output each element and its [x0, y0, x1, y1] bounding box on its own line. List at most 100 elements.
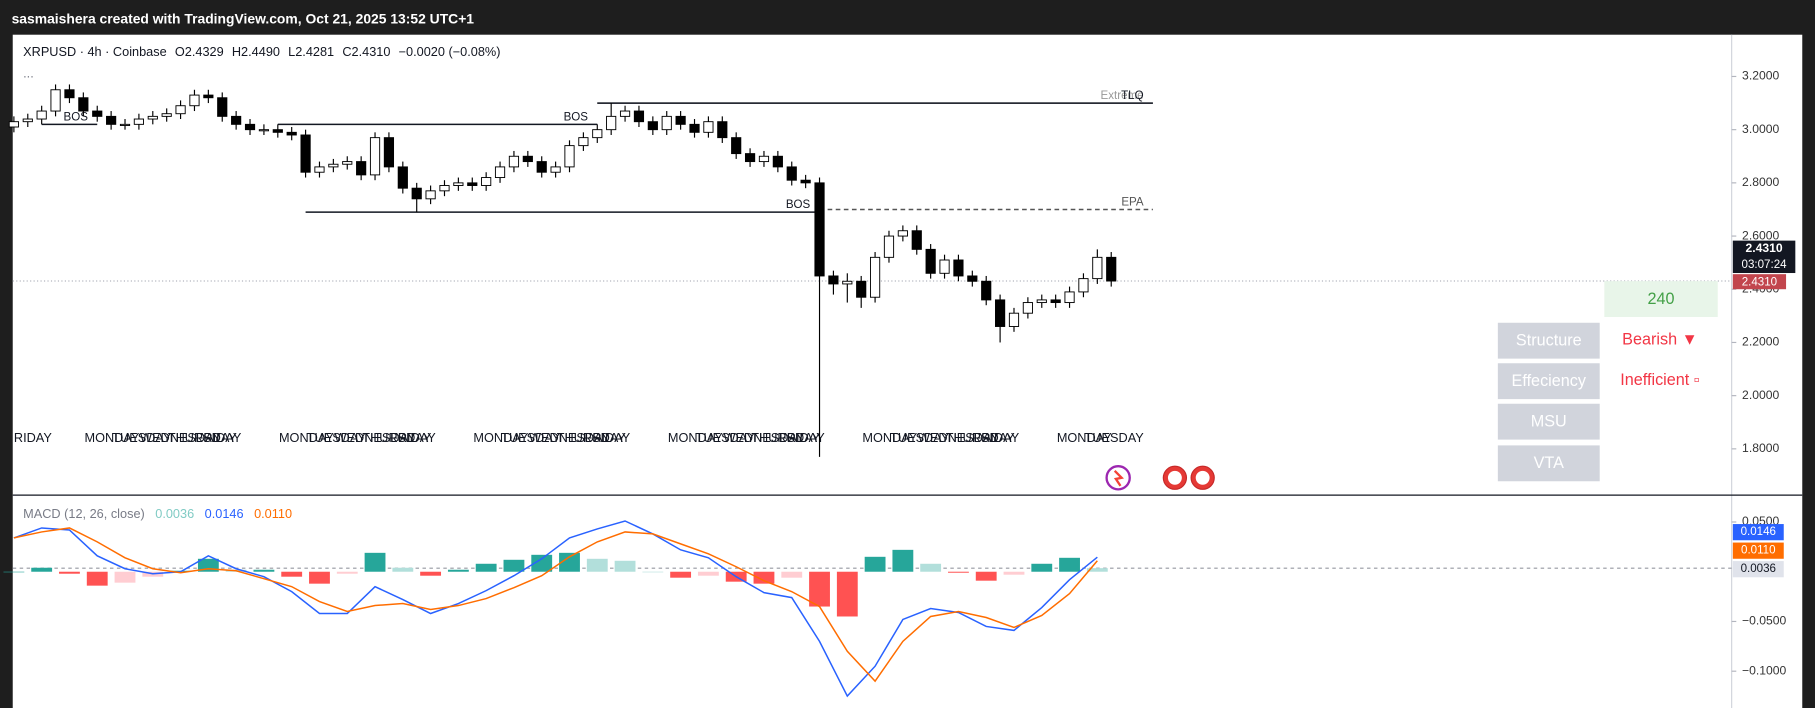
macd-line: [13, 520, 1098, 698]
candle-body: [244, 123, 256, 131]
hist-bar: [3, 571, 25, 573]
flag-icon-inner: [1167, 470, 1182, 485]
candle-body: [286, 131, 297, 136]
y-tick-label: 3.2000: [1742, 69, 1779, 83]
x-tick-label: THURSDAY: [946, 430, 1016, 445]
x-tick-label: WEDNESDAY: [529, 430, 611, 445]
candle-body: [356, 161, 367, 176]
candle-body: [1106, 256, 1117, 282]
event-icon-bolt: [1113, 470, 1124, 487]
candle-body: [397, 166, 408, 189]
button[interactable]: [1497, 322, 1600, 359]
candle-body: [119, 123, 131, 126]
hist-bar: [948, 571, 969, 573]
button[interactable]: [1497, 445, 1600, 482]
hist-bar: [281, 571, 303, 577]
ohlc-key: O: [175, 45, 185, 60]
candle-body: [272, 129, 283, 133]
candle-body: [78, 97, 89, 112]
more[interactable]: ...: [23, 65, 34, 80]
candle-body: [897, 230, 908, 237]
candle-body: [981, 280, 992, 301]
candle-body: [717, 121, 728, 139]
button-label[interactable]: Structure: [1516, 332, 1582, 350]
level-label: EPA: [1121, 197, 1144, 209]
x-tick-label: RIDAY: [14, 430, 52, 445]
button-label[interactable]: MSU: [1531, 413, 1567, 431]
hist-bar: [781, 571, 803, 578]
hist-bar: [1003, 571, 1025, 575]
legend: XRPUSD · 4h · Coinbase O2.4329 H2.4490 L…: [23, 45, 500, 60]
candle-body: [592, 129, 603, 139]
ohlc-value: 2.4310: [352, 45, 391, 60]
x-tick-label: WEDNESDAY: [723, 430, 805, 445]
hist-bar: [86, 571, 108, 586]
candle-body: [161, 113, 172, 117]
last-price: 2.4310: [1745, 241, 1782, 255]
candle-body: [967, 275, 978, 282]
ohlc-value: 2.4490: [241, 45, 280, 60]
candle-body: [383, 137, 395, 168]
status: Inefficient ▫: [1620, 371, 1699, 389]
hist-bar: [809, 571, 830, 607]
candle-body: [675, 115, 686, 125]
candle-body: [50, 89, 61, 112]
candle-body: [869, 256, 881, 298]
candle-body: [619, 110, 631, 117]
x-tick-label: MONDAY: [1057, 430, 1112, 445]
symbol: XRPUSD · 4h · Coinbase: [23, 45, 167, 60]
candle-body: [203, 94, 214, 99]
candle-body: [1092, 256, 1103, 280]
x-tick-label: THURSDAY: [557, 430, 627, 445]
hist-bar: [864, 556, 886, 572]
x-tick-label: THURSDAY: [362, 430, 432, 445]
candle-body: [578, 137, 589, 147]
candle-body: [744, 153, 756, 163]
button-label[interactable]: Effeciency: [1512, 372, 1587, 390]
x-tick-label: MONDAY: [279, 430, 334, 445]
x-tick-label: MONDAY: [84, 430, 139, 445]
macd-legend: MACD (12, 26, close) 0.0036 0.0146 0.011…: [23, 506, 292, 521]
candle-body: [369, 137, 381, 176]
candle-body: [606, 115, 617, 131]
candle-body: [856, 280, 867, 298]
x-tick-label: MONDAY: [473, 430, 528, 445]
hist-bar: [364, 552, 386, 572]
candle-body: [92, 110, 103, 117]
candle-body: [786, 166, 797, 181]
x-tick-label: THURSDAY: [168, 430, 238, 445]
event-icon[interactable]: [1105, 465, 1131, 491]
hist-bar: [892, 549, 914, 572]
level-label: BOS: [64, 111, 89, 123]
x-tick-label: TUESDAY: [696, 430, 756, 445]
x-tick-label: TUESDAY: [890, 430, 950, 445]
candle-body: [453, 182, 464, 186]
plot: 3.20003.00002.80002.60002.40002.20002.00…: [3, 69, 1787, 698]
candle-body: [758, 155, 770, 163]
ohlc-value: 2.4281: [295, 45, 334, 60]
y-tick-label: −0.0500: [1742, 614, 1786, 628]
hist-bar: [586, 558, 608, 572]
ohlc-key: L: [288, 45, 295, 60]
hist-bar: [447, 569, 469, 572]
macd-title: MACD (12, 26, close): [23, 506, 145, 521]
button[interactable]: [1497, 363, 1600, 400]
candle-body: [925, 248, 936, 274]
candle-body: [342, 161, 353, 165]
hist-bar: [531, 554, 553, 572]
candle-body: [314, 166, 325, 173]
candle-body: [425, 190, 436, 200]
button[interactable]: [1497, 403, 1600, 440]
signal-badge-text: 0.0110: [1741, 545, 1776, 557]
candle-body: [8, 121, 19, 128]
ohlc-key: C: [342, 45, 351, 60]
y-tick-label: 2.6000: [1742, 228, 1779, 242]
candle-body: [800, 179, 811, 184]
y-tick-label: 2.8000: [1742, 175, 1779, 189]
button-label[interactable]: VTA: [1534, 454, 1564, 472]
candle-body: [36, 110, 47, 120]
y-tick-label: 2.2000: [1742, 335, 1779, 349]
macd-hist-value: 0.0036: [155, 506, 194, 521]
level-label: BOS: [564, 111, 589, 123]
